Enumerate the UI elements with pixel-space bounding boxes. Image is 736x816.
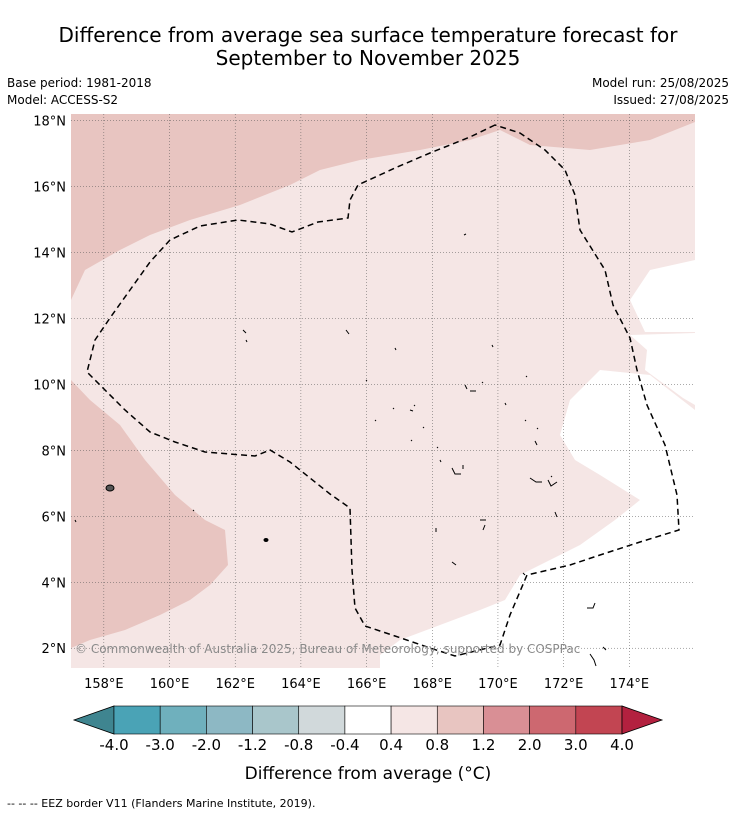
eez-border bbox=[86, 124, 680, 657]
lon-tick-label: 172°E bbox=[544, 677, 584, 692]
sst-map: 2°N 4°N 6°N 8°N 10°N 12°N 14°N 16°N 18°N 158°E 16… bbox=[33, 114, 695, 735]
lon-tick-label: 170°E bbox=[478, 677, 518, 692]
lat-tick-label: 8°N bbox=[42, 444, 67, 459]
latitude-labels: 2°N 4°N 6°N 8°N 10°N 12°N 14°N 16°N 18°N bbox=[33, 115, 66, 658]
colorbar-tick-label: -0.4 bbox=[330, 736, 360, 754]
colorbar-bin bbox=[252, 705, 300, 735]
eez-legend-text: -- -- -- EEZ border V11 (Flanders Marine… bbox=[7, 797, 316, 810]
colorbar-tick-label: 1.2 bbox=[471, 736, 496, 754]
lat-tick-label: 16°N bbox=[33, 181, 66, 196]
colorbar-tick-label: -2.0 bbox=[191, 736, 221, 754]
colorbar-bin bbox=[344, 705, 392, 735]
lon-tick-label: 162°E bbox=[215, 677, 255, 692]
lat-tick-label: 2°N bbox=[42, 642, 67, 657]
colorbar-tick-label: 3.0 bbox=[563, 736, 588, 754]
lat-tick-label: 6°N bbox=[42, 510, 67, 525]
normal-region-east bbox=[630, 333, 695, 405]
colorbar-tick-label: 0.4 bbox=[379, 736, 403, 754]
lon-tick-label: 164°E bbox=[281, 677, 321, 692]
colorbar-extend-high bbox=[621, 705, 664, 735]
colorbar-tick-label: -0.8 bbox=[284, 736, 314, 754]
normal-region-east-north bbox=[630, 260, 695, 332]
colorbar-bin bbox=[390, 705, 438, 735]
warm-region-north bbox=[71, 114, 695, 300]
lon-tick-label: 168°E bbox=[412, 677, 452, 692]
colorbar-extend-low bbox=[72, 705, 115, 735]
gridlines bbox=[71, 114, 695, 668]
lon-tick-label: 174°E bbox=[610, 677, 650, 692]
lon-tick-label: 160°E bbox=[150, 677, 190, 692]
lat-tick-label: 4°N bbox=[42, 576, 67, 591]
colorbar bbox=[72, 705, 664, 735]
lat-tick-label: 12°N bbox=[33, 312, 66, 327]
map-title-line2: September to November 2025 bbox=[215, 46, 521, 70]
model-run-text: Model run: 25/08/2025 bbox=[591, 76, 729, 90]
base-period-text: Base period: 1981-2018 bbox=[7, 76, 152, 90]
map-title-line1: Difference from average sea surface temp… bbox=[58, 23, 678, 47]
issued-text: Issued: 27/08/2025 bbox=[613, 93, 729, 107]
model-text: Model: ACCESS-S2 bbox=[7, 93, 119, 107]
colorbar-bin bbox=[575, 705, 623, 735]
lat-tick-label: 14°N bbox=[33, 247, 66, 262]
colorbar-tick-label: -4.0 bbox=[99, 736, 129, 754]
colorbar-bin bbox=[529, 705, 577, 735]
colorbar-bin bbox=[113, 705, 161, 735]
lat-tick-label: 10°N bbox=[33, 378, 66, 393]
colorbar-tick-label: 0.8 bbox=[425, 736, 450, 754]
lat-tick-label: 18°N bbox=[33, 115, 66, 130]
colorbar-tick-label: -3.0 bbox=[145, 736, 175, 754]
colorbar-bin bbox=[206, 705, 253, 735]
colorbar-bin bbox=[159, 705, 207, 735]
longitude-labels: 158°E 160°E 162°E 164°E 166°E 168°E 170°E 172°E… bbox=[84, 677, 649, 692]
colorbar-bin bbox=[483, 705, 530, 735]
lon-tick-label: 166°E bbox=[347, 677, 387, 692]
lon-tick-label: 158°E bbox=[84, 677, 124, 692]
colorbar-tick-label: -1.2 bbox=[237, 736, 268, 754]
copyright-text: © Commonwealth of Australia 2025, Bureau… bbox=[75, 642, 580, 656]
colorbar-bin bbox=[298, 705, 346, 735]
colorbar-tick-label: 2.0 bbox=[517, 736, 542, 754]
islands bbox=[74, 233, 607, 667]
colorbar-title: Difference from average (°C) bbox=[244, 764, 492, 784]
colorbar-bin bbox=[436, 705, 484, 735]
normal-region-southeast bbox=[380, 370, 695, 668]
colorbar-tick-label: 4.0 bbox=[610, 736, 634, 754]
warm-region-southwest bbox=[71, 380, 228, 648]
